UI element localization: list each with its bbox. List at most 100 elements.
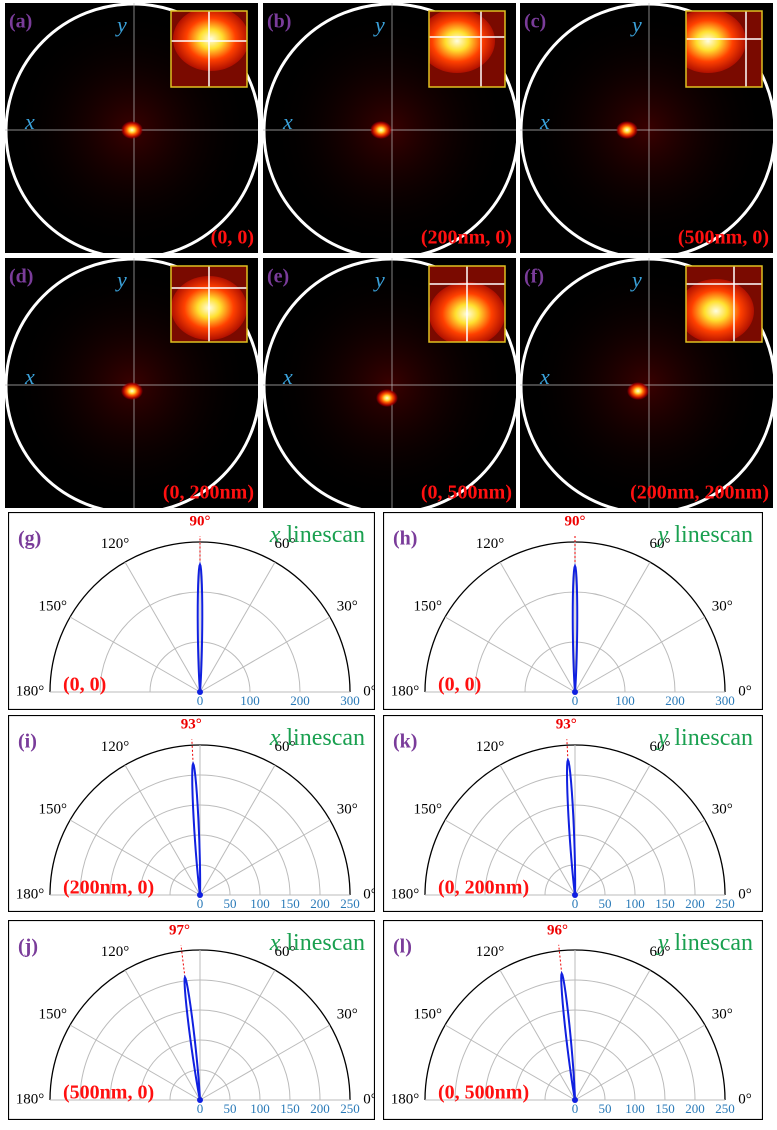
aperture-circle: [520, 3, 773, 253]
inset: [686, 11, 762, 87]
radial-grid-line: [444, 819, 576, 896]
inset: [686, 266, 762, 342]
r-tick-label: 0: [572, 693, 579, 708]
r-tick-label: 150: [655, 1101, 675, 1116]
origin-dot: [197, 689, 203, 695]
radial-grid-line: [444, 616, 576, 693]
panel-label: (c): [524, 11, 546, 33]
y-axis-label: y: [115, 267, 127, 292]
inset-border: [170, 10, 248, 88]
aperture-circle: [5, 258, 258, 508]
r-tick-label: 200: [685, 1101, 705, 1116]
focal-spot: [370, 121, 392, 139]
x-axis-label: x: [539, 109, 550, 134]
angle-tick-label: 60°: [650, 536, 671, 552]
inset-border: [685, 265, 763, 343]
panel-label: (d): [9, 266, 33, 288]
r-tick-label: 250: [715, 896, 735, 911]
image-panel: (a) y x (0, 0): [5, 3, 258, 253]
r-tick-label: 0: [572, 1101, 579, 1116]
r-tick-label: 200: [310, 896, 330, 911]
focal-spot: [616, 121, 638, 139]
position-label: (0, 0): [211, 227, 254, 249]
y-axis-label: y: [630, 12, 642, 37]
angle-tick-label: 30°: [712, 598, 733, 614]
angle-tick-label: 180°: [16, 1091, 45, 1107]
title-variable: y: [656, 522, 669, 548]
panel-label: (e): [267, 266, 289, 288]
title-text: linescan: [674, 930, 753, 956]
image-panel: (d) y x (0, 200nm): [5, 258, 258, 508]
peak-label: 96°: [547, 922, 568, 938]
r-tick-label: 0: [197, 896, 204, 911]
position-label: (0, 0): [63, 674, 106, 696]
panel-label: (j): [18, 936, 38, 958]
radial-grid-line: [124, 969, 201, 1101]
r-tick-label: 200: [310, 1101, 330, 1116]
aperture-circle: [5, 3, 258, 253]
r-tick-label: 50: [599, 896, 612, 911]
angle-tick-label: 0°: [738, 886, 752, 902]
radial-grid-line: [574, 616, 706, 693]
title-variable: x: [269, 725, 281, 751]
origin-dot: [572, 689, 578, 695]
angle-tick-label: 150°: [414, 801, 443, 817]
focal-spot: [121, 382, 143, 400]
origin-dot: [197, 1097, 203, 1103]
angle-tick-label: 30°: [337, 1006, 358, 1022]
image-panel: (c) y x (500nm, 0): [520, 3, 773, 253]
radial-grid-line: [574, 561, 651, 693]
angle-tick-label: 60°: [275, 944, 296, 960]
angle-tick-label: 120°: [101, 739, 130, 755]
angle-tick-label: 60°: [275, 536, 296, 552]
radial-grid-line: [574, 819, 706, 896]
origin-dot: [197, 892, 203, 898]
r-tick-label: 100: [625, 1101, 645, 1116]
y-axis-label: y: [115, 12, 127, 37]
title-text: linescan: [286, 725, 365, 751]
radial-grid-line: [199, 616, 331, 693]
peak-label: 90°: [565, 513, 586, 529]
radial-grid-line: [574, 969, 651, 1101]
angle-tick-label: 180°: [16, 886, 45, 902]
angle-tick-label: 180°: [391, 1091, 420, 1107]
x-axis-label: x: [282, 109, 293, 134]
r-tick-label: 250: [340, 1101, 360, 1116]
angle-tick-label: 30°: [712, 801, 733, 817]
r-tick-label: 100: [240, 693, 260, 708]
r-tick-label: 100: [250, 896, 270, 911]
x-axis-label: x: [24, 364, 35, 389]
position-label: (200nm, 0): [421, 227, 512, 249]
panel-border: [8, 715, 375, 912]
radial-grid-line: [199, 969, 276, 1101]
origin-dot: [572, 1097, 578, 1103]
angle-tick-label: 0°: [738, 683, 752, 699]
inset: [429, 266, 505, 342]
panel-title: x linescan: [269, 930, 365, 956]
inset-border: [428, 265, 506, 343]
angle-tick-label: 150°: [39, 801, 68, 817]
radial-grid-line: [69, 616, 201, 693]
angle-tick-label: 30°: [337, 598, 358, 614]
angle-tick-label: 0°: [363, 886, 377, 902]
r-tick-label: 200: [665, 693, 685, 708]
angle-tick-label: 150°: [39, 598, 68, 614]
r-tick-label: 250: [340, 896, 360, 911]
r-tick-label: 200: [290, 693, 310, 708]
r-tick-label: 150: [280, 1101, 300, 1116]
panel-title: y linescan: [656, 725, 753, 751]
radial-grid-line: [69, 819, 201, 896]
aperture-circle: [263, 258, 516, 508]
position-label: (200nm, 200nm): [630, 482, 769, 504]
inset: [171, 11, 247, 87]
title-variable: y: [656, 725, 669, 751]
panel-label: (f): [524, 266, 544, 288]
angle-tick-label: 0°: [738, 1091, 752, 1107]
angle-tick-label: 60°: [650, 944, 671, 960]
panel-title: y linescan: [656, 522, 753, 548]
panel-label: (l): [393, 936, 412, 958]
